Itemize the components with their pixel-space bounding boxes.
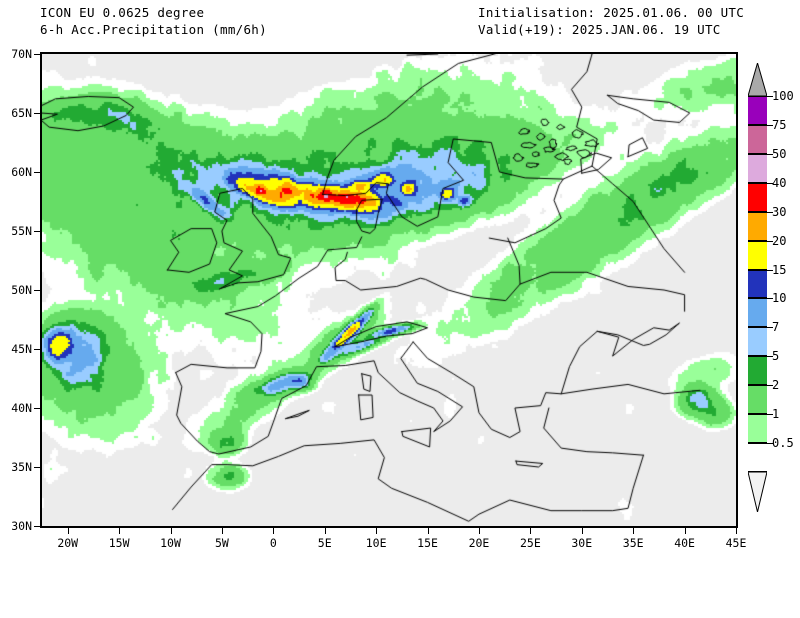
colorbar-tick-label: 75	[772, 117, 787, 132]
x-axis-tick	[633, 528, 635, 534]
initialisation-time: Initialisation: 2025.01.06. 00 UTC	[478, 5, 745, 20]
colorbar-tick-label: 7	[772, 320, 780, 335]
colorbar-tick	[767, 356, 773, 358]
precipitation-raster	[42, 54, 736, 526]
colorbar-tick	[767, 211, 773, 213]
y-axis-label: 45N	[11, 342, 32, 356]
colorbar-tick-label: 10	[772, 291, 787, 306]
colorbar-over-arrow	[748, 63, 767, 96]
x-axis-label: 40E	[674, 536, 695, 550]
colorbar-scale	[748, 96, 767, 472]
colorbar-tick-label: 40	[772, 175, 787, 190]
colorbar-segment	[748, 327, 767, 357]
y-axis-label: 40N	[11, 401, 32, 415]
colorbar-tick-label: 5	[772, 349, 780, 364]
colorbar-segment	[748, 443, 767, 472]
colorbar-segment	[748, 96, 767, 125]
map-plot-area	[40, 52, 738, 528]
colorbar-tick	[767, 298, 773, 300]
colorbar-segment	[748, 385, 767, 415]
x-axis-tick	[736, 528, 737, 534]
colorbar-tick-label: 15	[772, 262, 787, 277]
valid-time: Valid(+19): 2025.JAN.06. 19 UTC	[478, 22, 721, 37]
y-axis-tick	[34, 113, 40, 114]
x-axis-tick	[324, 528, 326, 534]
colorbar-tick	[767, 327, 773, 329]
x-axis-label: 10W	[160, 536, 181, 550]
x-axis-label: 20E	[468, 536, 490, 550]
colorbar-segment	[748, 269, 767, 299]
y-axis-tick	[34, 408, 40, 409]
colorbar-tick	[767, 96, 773, 97]
y-axis-tick	[34, 172, 40, 173]
colorbar-under-arrow	[748, 472, 767, 512]
colorbar-segment	[748, 211, 767, 241]
colorbar-tick-label: 20	[772, 233, 787, 248]
colorbar-tick	[767, 443, 773, 445]
x-axis-tick	[478, 528, 480, 534]
x-axis-label: 15W	[108, 536, 130, 550]
x-axis-label: 5W	[214, 536, 229, 550]
x-axis-tick	[273, 528, 275, 534]
x-axis-label: 5E	[317, 536, 332, 550]
y-axis-tick	[34, 467, 40, 468]
field-title: 6-h Acc.Precipitation (mm/6h)	[40, 22, 267, 37]
x-axis-tick	[119, 528, 121, 534]
colorbar-tick-label: 1	[772, 407, 780, 422]
y-axis-tick	[34, 526, 40, 527]
colorbar-tick-label: 50	[772, 146, 787, 161]
colorbar-segment	[748, 298, 767, 328]
x-axis-label: 30E	[571, 536, 593, 550]
x-axis-tick	[684, 528, 686, 534]
x-axis-tick	[67, 528, 69, 534]
y-axis-tick	[34, 349, 40, 350]
colorbar-segment	[748, 182, 767, 212]
colorbar-tick	[767, 240, 773, 242]
y-axis-tick	[34, 290, 40, 291]
x-axis-tick	[581, 528, 583, 534]
colorbar-segment	[748, 240, 767, 270]
y-axis-tick	[34, 231, 40, 232]
y-axis-label: 35N	[11, 460, 32, 474]
x-axis-tick	[376, 528, 378, 534]
colorbar-tick	[767, 269, 773, 271]
colorbar-tick	[767, 414, 773, 416]
colorbar-segment	[748, 124, 767, 154]
x-axis-tick	[170, 528, 172, 534]
x-axis-label: 45E	[725, 536, 747, 550]
colorbar-tick-label: 100	[772, 89, 794, 103]
x-axis-label: 0	[269, 536, 277, 550]
y-axis-label: 50N	[11, 283, 32, 297]
colorbar-segment	[748, 356, 767, 386]
colorbar-tick-label: 30	[772, 204, 787, 219]
model-title: ICON EU 0.0625 degree	[40, 5, 205, 20]
colorbar-tick	[767, 385, 773, 387]
x-axis-tick	[530, 528, 532, 534]
y-axis-tick	[34, 54, 40, 55]
colorbar-tick	[767, 124, 773, 126]
y-axis-label: 70N	[11, 47, 32, 61]
x-axis-label: 35E	[622, 536, 644, 550]
colorbar-tick	[767, 153, 773, 155]
colorbar-tick-label: 0.5	[772, 436, 794, 451]
x-axis-tick	[427, 528, 429, 534]
x-axis-tick	[221, 528, 223, 534]
colorbar-segment	[748, 414, 767, 444]
x-axis-label: 20W	[57, 536, 79, 550]
y-axis-label: 30N	[11, 519, 32, 533]
x-axis-label: 15E	[417, 536, 438, 550]
y-axis-label: 65N	[11, 106, 32, 120]
y-axis-label: 55N	[11, 224, 32, 238]
x-axis-label: 25E	[519, 536, 541, 550]
colorbar-tick	[767, 182, 773, 184]
colorbar-tick-label: 2	[772, 378, 780, 393]
colorbar-segment	[748, 153, 767, 183]
y-axis-label: 60N	[11, 165, 32, 179]
x-axis-label: 10E	[365, 536, 387, 550]
